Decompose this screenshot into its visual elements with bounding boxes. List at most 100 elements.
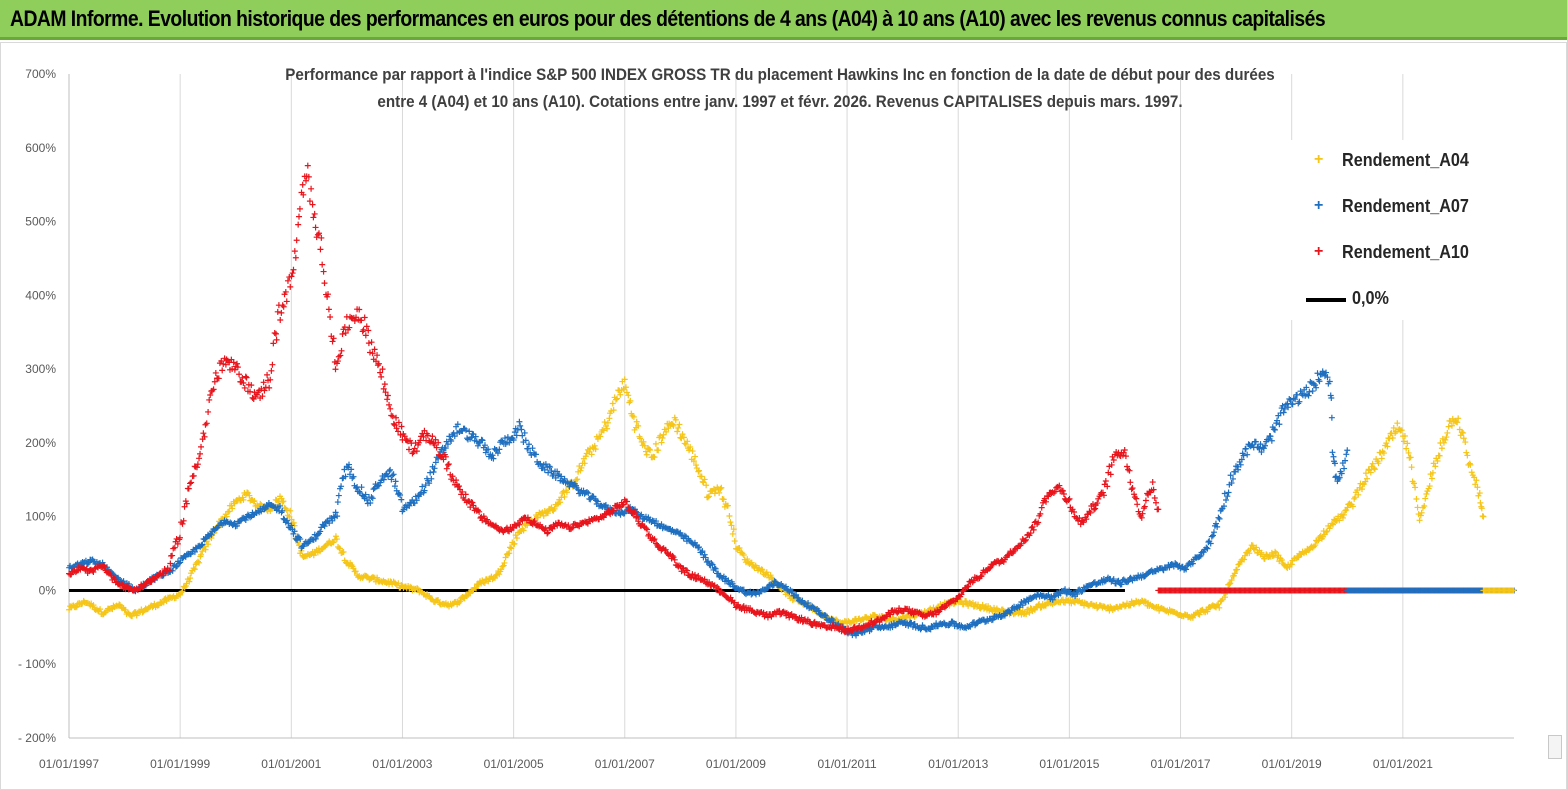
data-point-a04 [730,526,737,533]
data-point-a04 [740,552,747,559]
data-point-a10 [270,340,277,347]
data-point-a07 [202,535,209,542]
data-point-a10 [287,283,294,290]
data-point-a04 [133,612,140,619]
x-tick-label: 01/01/2005 [484,757,544,771]
data-point-a04 [1405,449,1412,456]
data-point-a07 [290,530,297,537]
data-point-a04 [601,419,608,426]
data-point-a07 [84,560,91,567]
data-point-a04 [499,563,506,570]
data-point-a04 [1443,434,1450,441]
data-point-a10 [332,366,339,373]
data-point-a07 [242,516,249,523]
data-point-a07 [332,509,339,516]
data-point-a04 [178,589,185,596]
chart-title-line-1: Performance par rapport à l'indice S&P 5… [285,66,1275,84]
data-point-a04 [1288,561,1295,568]
data-point-a04 [498,566,505,573]
y-tick-label: - 100% [18,657,56,671]
data-point-a10 [311,210,318,217]
data-point-a04 [426,592,433,599]
data-point-a10 [319,261,326,268]
data-point-a04 [414,585,421,592]
data-point-a10 [277,316,284,323]
data-point-a07 [1225,489,1232,496]
data-point-a10 [386,401,393,408]
data-point-a07 [421,487,428,494]
data-point-a04 [1130,601,1137,608]
y-tick-label: 500% [25,215,56,229]
data-point-a04 [520,527,527,534]
data-point-a07 [1223,496,1230,503]
data-point-a07 [285,520,292,527]
data-point-a04 [246,492,253,499]
data-point-a07 [312,535,319,542]
data-point-a10 [197,450,204,457]
data-point-a04 [1261,555,1268,562]
data-point-a07 [398,496,405,503]
data-point-a04 [544,510,551,517]
data-point-a04 [696,467,703,474]
data-point-a04 [194,558,201,565]
x-tick-label: 01/01/2015 [1039,757,1099,771]
data-point-a04 [572,477,579,484]
data-point-a04 [1275,552,1282,559]
data-point-a07 [177,559,184,566]
data-point-a04 [463,593,470,600]
data-point-a04 [1466,460,1473,467]
y-tick-label: 300% [25,362,56,376]
data-point-a04 [588,451,595,458]
data-point-a04 [1216,604,1223,611]
data-point-a04 [1352,494,1359,501]
data-point-a04 [485,578,492,585]
data-point-a04 [1276,558,1283,565]
data-point-a04 [333,536,340,543]
data-point-a04 [1413,495,1420,502]
x-tick-label: 01/01/2003 [372,757,432,771]
data-point-a10 [303,177,310,184]
data-point-a04 [680,434,687,441]
data-point-a10 [381,381,388,388]
data-point-a07 [387,466,394,473]
data-point-a04 [491,575,498,582]
data-point-a04 [395,580,402,587]
data-point-a04 [1196,611,1203,618]
data-point-a04 [181,584,188,591]
y-tick-label: 600% [25,141,56,155]
x-tick-label: 01/01/2007 [595,757,655,771]
data-point-a04 [684,438,691,445]
legend-item-a04: + Rendement_A04 [1290,146,1505,176]
data-point-a04 [675,424,682,431]
data-point-a07 [391,483,398,490]
data-point-a04 [655,447,662,454]
data-point-a04 [501,559,508,566]
data-point-a04 [1355,491,1362,498]
data-point-a10 [337,352,344,359]
data-point-a04 [1386,435,1393,442]
data-point-a07 [82,557,89,564]
data-point-a10 [219,367,226,374]
data-point-a07 [426,480,433,487]
data-point-a07 [385,473,392,480]
data-point-a10 [1059,487,1066,494]
data-point-a04 [1204,608,1211,615]
data-point-a04 [73,603,80,610]
data-point-a04 [202,546,209,553]
data-point-a04 [251,497,258,504]
data-point-a04 [622,384,629,391]
data-point-a10 [274,308,281,315]
chart-resize-handle[interactable] [1548,735,1562,759]
y-tick-label: 0% [39,583,57,597]
data-point-a04 [1442,436,1449,443]
data-point-a04 [643,451,650,458]
data-point-a04 [500,562,507,569]
data-point-a04 [1477,499,1484,506]
data-point-a04 [540,512,547,519]
data-point-a10 [273,336,280,343]
data-point-a04 [651,454,658,461]
data-point-a04 [1467,461,1474,468]
data-point-a07 [191,548,198,555]
data-point-a04 [1226,581,1233,588]
data-point-a07 [431,465,438,472]
